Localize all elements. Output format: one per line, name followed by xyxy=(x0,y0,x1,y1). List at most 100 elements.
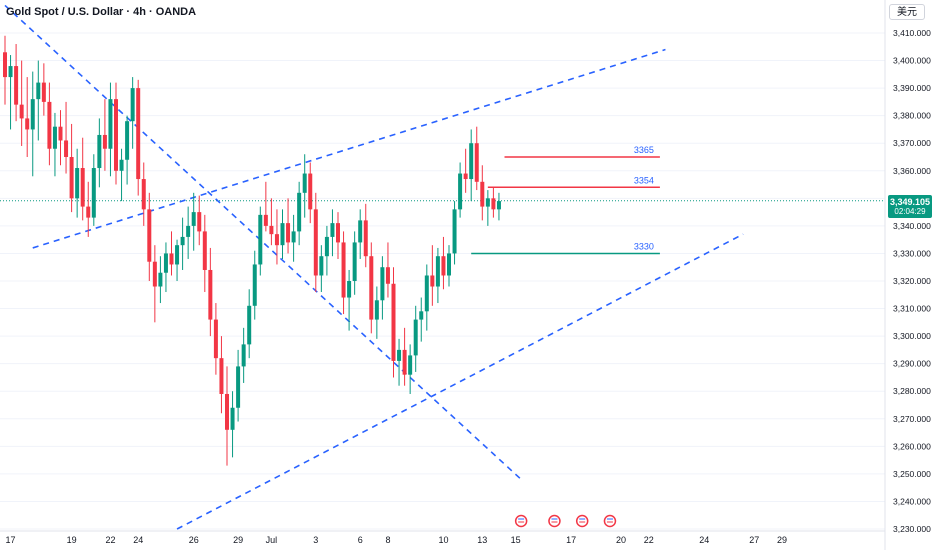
y-tick-label: 3,320.000 xyxy=(893,276,931,286)
candle-body xyxy=(64,140,69,157)
candle-body xyxy=(163,253,168,273)
candle-body xyxy=(408,355,413,375)
candle-body xyxy=(191,212,196,226)
candle-body xyxy=(241,344,246,367)
x-tick-label: 15 xyxy=(511,535,521,545)
y-tick-label: 3,370.000 xyxy=(893,138,931,148)
candle-body xyxy=(435,256,440,287)
candle-body xyxy=(458,173,463,210)
candle-body xyxy=(252,264,257,306)
economic-event-icon xyxy=(603,514,617,528)
y-tick-label: 3,400.000 xyxy=(893,56,931,66)
candle-body xyxy=(25,118,30,130)
candle-body xyxy=(491,198,496,210)
candle-body xyxy=(91,168,96,218)
candle-body xyxy=(341,242,346,298)
candle-body xyxy=(336,223,340,243)
x-tick-label: 24 xyxy=(133,535,143,545)
candle-body xyxy=(125,121,130,160)
candle-body xyxy=(441,256,446,276)
candle-body xyxy=(358,220,363,243)
candle-body xyxy=(158,272,163,287)
level-label: 3330 xyxy=(634,241,654,251)
candle-body xyxy=(263,214,268,226)
x-tick-label: Jul xyxy=(266,535,278,545)
candle-body xyxy=(8,66,13,78)
candle-body xyxy=(347,281,352,298)
candle-body xyxy=(352,242,357,281)
candle-body xyxy=(380,267,385,301)
candle-body xyxy=(147,209,152,262)
candle-body xyxy=(141,179,146,210)
candle-body xyxy=(19,104,24,119)
candle-body xyxy=(3,52,7,78)
candle-body xyxy=(291,231,296,243)
candle-body xyxy=(41,82,46,102)
x-tick-label: 8 xyxy=(385,535,390,545)
candle-body xyxy=(452,209,457,254)
candle-body xyxy=(169,253,174,265)
candle-body xyxy=(369,256,374,320)
candle-body xyxy=(114,99,118,171)
candle-body xyxy=(485,198,490,207)
y-tick-label: 3,240.000 xyxy=(893,496,931,506)
y-tick-label: 3,330.000 xyxy=(893,248,931,258)
candle-body xyxy=(14,66,19,105)
y-tick-label: 3,300.000 xyxy=(893,331,931,341)
candle-body xyxy=(136,88,141,180)
economic-event-icon xyxy=(548,514,561,528)
candle-body xyxy=(197,212,202,232)
candle-body xyxy=(269,225,274,235)
candle-body xyxy=(75,168,80,199)
candle-body xyxy=(385,267,390,284)
candle-body xyxy=(286,223,291,243)
candle-body xyxy=(180,236,185,246)
candle-body xyxy=(97,134,102,169)
last-price-value: 3,349.105 xyxy=(889,197,931,207)
candle-body xyxy=(374,300,379,320)
candle-body xyxy=(258,214,263,265)
candle-body xyxy=(175,245,180,265)
candle-body xyxy=(324,236,329,257)
x-tick-label: 22 xyxy=(644,535,654,545)
y-tick-label: 3,360.000 xyxy=(893,166,931,176)
candle-body xyxy=(319,256,324,276)
candle-body xyxy=(36,82,41,100)
x-tick-label: 17 xyxy=(566,535,576,545)
y-tick-label: 3,260.000 xyxy=(893,441,931,451)
x-tick-label: 20 xyxy=(616,535,626,545)
y-tick-label: 3,280.000 xyxy=(893,386,931,396)
candle-body xyxy=(219,358,224,394)
symbol-title[interactable]: Gold Spot / U.S. Dollar · 4h · OANDA xyxy=(6,6,197,18)
candle-body xyxy=(391,283,396,361)
x-tick-label: 17 xyxy=(6,535,16,545)
candle-body xyxy=(52,126,57,149)
x-tick-label: 19 xyxy=(67,535,77,545)
x-tick-label: 13 xyxy=(477,535,487,545)
candle-body xyxy=(86,206,91,218)
x-tick-label: 10 xyxy=(438,535,448,545)
trendline xyxy=(176,233,744,530)
x-tick-label: 27 xyxy=(749,535,759,545)
economic-event-icon xyxy=(514,514,528,528)
x-tick-label: 26 xyxy=(189,535,199,545)
candle-body xyxy=(202,231,207,270)
candle-body xyxy=(230,407,235,430)
candle-body xyxy=(80,168,85,207)
economic-event-icon xyxy=(575,514,589,528)
candle-body xyxy=(47,101,52,149)
candle-body xyxy=(363,220,368,257)
candle-body xyxy=(330,223,335,237)
candle-body xyxy=(480,181,485,207)
candle-body xyxy=(297,192,302,232)
candle-body xyxy=(474,143,479,182)
candle-body xyxy=(119,159,124,171)
y-tick-label: 3,290.000 xyxy=(893,359,931,369)
trendline xyxy=(32,48,666,249)
candle-body xyxy=(186,225,191,237)
candle-body xyxy=(108,99,113,149)
candle-body xyxy=(130,88,135,122)
currency-button[interactable]: 美元 xyxy=(889,4,925,20)
candle-body xyxy=(313,209,318,276)
